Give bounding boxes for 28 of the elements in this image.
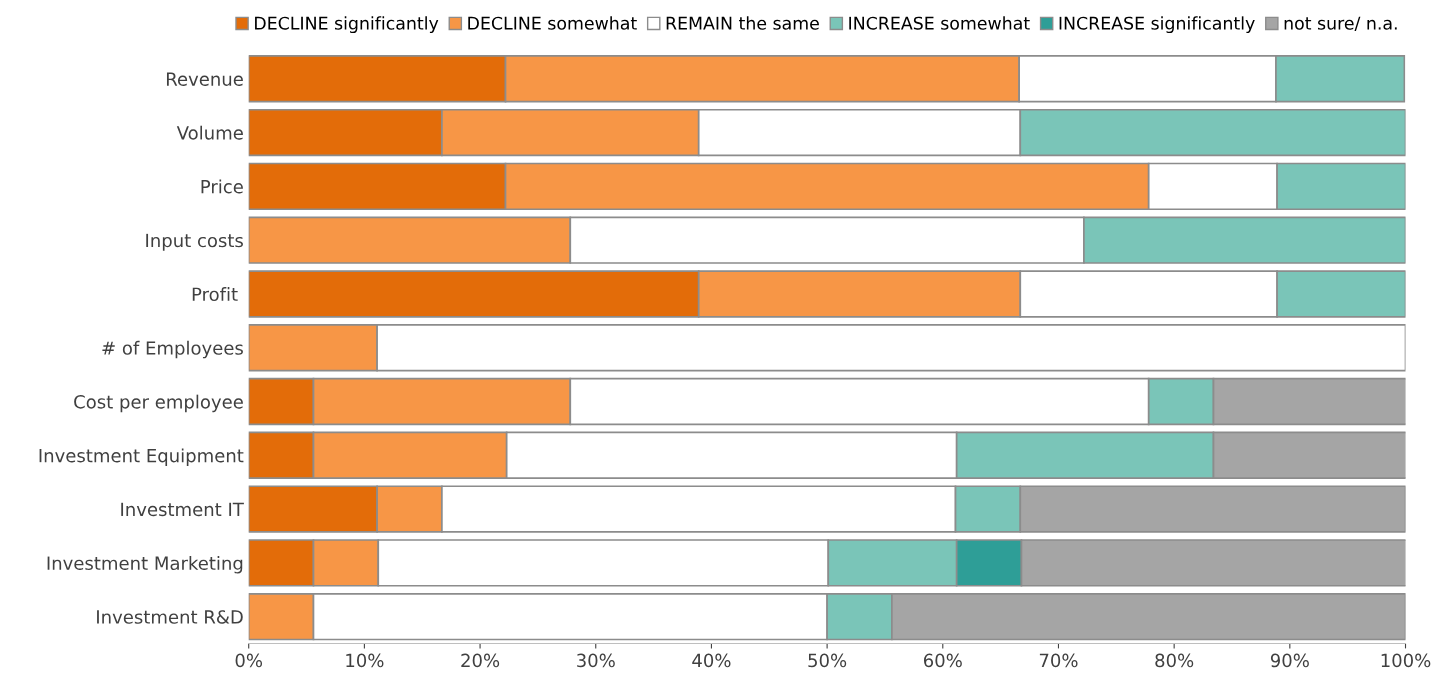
y-tick-label: Profit	[192, 287, 238, 302]
legend-label: REMAIN the same	[666, 16, 819, 30]
y-tick-label: Investment Marketing	[47, 556, 243, 574]
y-tick-label: # of Employees	[102, 340, 243, 359]
x-tick-label: 0%	[235, 653, 263, 668]
y-tick-label: Investment R&D	[97, 610, 243, 624]
x-tick-label: 100%	[1381, 653, 1431, 668]
y-tick-label: Investment IT	[121, 502, 244, 517]
y-tick-label: Volume	[176, 125, 243, 140]
legend-label: INCREASE somewhat	[849, 16, 1030, 30]
x-tick-label: 20%	[461, 653, 500, 668]
x-tick-label: 80%	[1155, 653, 1194, 668]
y-tick-label: Revenue	[166, 72, 243, 86]
legend-label: DECLINE significantly	[255, 16, 439, 34]
x-tick-label: 60%	[923, 653, 962, 668]
y-tick-label: Input costs	[146, 233, 243, 251]
x-tick-label: 40%	[692, 653, 731, 668]
legend-label: not sure/ n.a.	[1284, 16, 1397, 32]
y-tick-label: Investment Equipment	[39, 448, 244, 466]
y-tick-label: Price	[201, 179, 243, 194]
y-tick-label: Cost per employee	[74, 394, 243, 413]
x-tick-label: 10%	[346, 653, 384, 668]
x-tick-label: 70%	[1039, 653, 1078, 668]
legend-label: DECLINE somewhat	[468, 16, 637, 30]
legend-label: INCREASE significantly	[1059, 16, 1255, 34]
x-tick-label: 50%	[808, 653, 847, 668]
x-tick-label: 90%	[1270, 653, 1309, 668]
x-tick-label: 30%	[577, 653, 615, 668]
